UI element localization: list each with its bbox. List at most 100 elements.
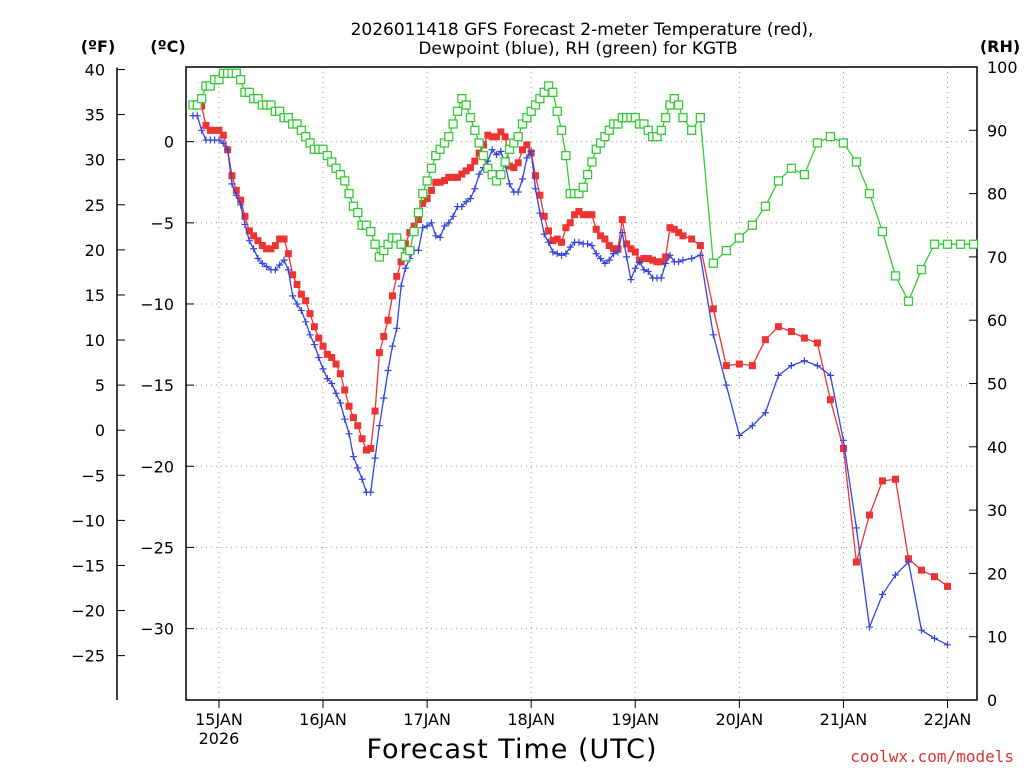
dewpoint-point xyxy=(722,381,730,389)
c-tick-label: −15 xyxy=(140,376,174,395)
temperature-point xyxy=(566,219,574,227)
temperature-point xyxy=(813,339,821,347)
rh-point xyxy=(478,150,489,161)
dewpoint-point xyxy=(384,367,392,375)
rh-tick-label: 30 xyxy=(987,501,1007,520)
f-tick-label: −15 xyxy=(71,556,105,575)
dewpoint-point xyxy=(614,248,622,256)
temperature-point xyxy=(627,245,635,253)
c-tick-label: −30 xyxy=(140,620,174,639)
dewpoint-point xyxy=(527,147,535,155)
dewpoint-point xyxy=(540,230,548,238)
dewpoint-point xyxy=(618,229,626,237)
dewpoint-point xyxy=(657,274,665,282)
temperature-point xyxy=(263,245,271,253)
dewpoint-point xyxy=(826,371,834,379)
dewpoint-point xyxy=(371,454,379,462)
temperature-point xyxy=(649,256,657,264)
temperature-point xyxy=(427,186,435,194)
f-tick-label: 10 xyxy=(85,331,105,350)
rh-tick-label: 60 xyxy=(987,311,1007,330)
c-tick-label: −5 xyxy=(150,214,174,233)
c-tick-label: −25 xyxy=(140,538,174,557)
f-tick-label: 5 xyxy=(95,376,105,395)
temperature-point xyxy=(354,422,362,430)
rh-point xyxy=(773,176,784,186)
rh-point xyxy=(687,125,697,135)
f-tick-label: −20 xyxy=(71,602,105,621)
dewpoint-point xyxy=(666,251,674,259)
temperature-point xyxy=(297,290,305,298)
dewpoint-point xyxy=(423,222,431,230)
dewpoint-point xyxy=(319,365,327,373)
temperature-point xyxy=(662,253,670,261)
dewpoint-point xyxy=(419,224,427,232)
dewpoint-point xyxy=(917,626,925,634)
temperature-point xyxy=(254,237,262,245)
rh-point xyxy=(721,245,731,256)
temperature-point xyxy=(380,332,388,340)
temperature-point xyxy=(302,297,310,305)
rh-tick-label: 50 xyxy=(987,375,1007,394)
dewpoint-point xyxy=(644,268,652,276)
rh-tick-label: 20 xyxy=(987,564,1007,583)
dewpoint-point xyxy=(610,250,618,258)
temperature-point xyxy=(787,328,795,336)
dewpoint-point xyxy=(774,371,782,379)
temperature-point xyxy=(722,362,730,370)
temperature-point xyxy=(336,370,344,378)
temperature-point xyxy=(545,227,553,235)
x-tick-label: 21JAN xyxy=(820,710,868,729)
dewpoint-point xyxy=(532,185,540,193)
temperature-point xyxy=(631,248,639,256)
dewpoint-point xyxy=(536,209,544,217)
rh-point xyxy=(366,226,376,237)
x-tick-label: 20JAN xyxy=(715,710,763,729)
temperature-point xyxy=(944,582,952,590)
temperature-point xyxy=(458,170,466,178)
dewpoint-point xyxy=(566,243,574,251)
dewpoint-point xyxy=(271,266,279,274)
temperature-point xyxy=(696,242,704,250)
temperature-point xyxy=(597,232,605,240)
temperature-point xyxy=(488,133,496,141)
rh-point xyxy=(500,157,510,167)
temperature-point xyxy=(523,141,531,149)
temperature-point xyxy=(211,126,219,134)
dewpoint-point xyxy=(597,255,605,263)
dewpoint-point xyxy=(258,259,266,267)
x-tick-label: 22JAN xyxy=(924,710,972,729)
rh-point xyxy=(747,220,758,230)
temperature-point xyxy=(453,173,461,181)
temperature-point xyxy=(241,212,249,220)
dewpoint-point xyxy=(349,453,357,461)
temperature-point xyxy=(670,225,678,233)
dewpoint-point xyxy=(336,399,344,407)
rh-point xyxy=(513,131,523,142)
temperature-point xyxy=(735,360,743,368)
temperature-point xyxy=(931,573,939,581)
rh-point xyxy=(929,239,940,249)
temperature-point xyxy=(657,258,665,266)
rh-point xyxy=(413,207,424,218)
chart-title-line1: 2026011418 GFS Forecast 2-meter Temperat… xyxy=(351,20,814,40)
temperature-point xyxy=(388,292,396,300)
rh-point xyxy=(552,106,562,116)
temperature-point xyxy=(284,250,292,258)
dewpoint-point xyxy=(380,394,388,402)
unit-c-label: (ºC) xyxy=(150,37,185,56)
dewpoint-point xyxy=(332,389,340,397)
dewpoint-point xyxy=(358,475,366,483)
rh-point xyxy=(955,239,966,249)
dewpoint-point xyxy=(341,415,349,423)
dewpoint-point xyxy=(367,488,375,496)
temperature-point xyxy=(575,207,583,215)
dewpoint-point xyxy=(493,151,501,159)
rh-point xyxy=(656,125,666,135)
temperature-point xyxy=(289,271,297,279)
rh-tick-label: 100 xyxy=(987,58,1018,77)
rh-point xyxy=(851,157,862,167)
dewpoint-point xyxy=(250,245,258,253)
temperature-point xyxy=(449,173,457,181)
dewpoint-point xyxy=(310,341,318,349)
